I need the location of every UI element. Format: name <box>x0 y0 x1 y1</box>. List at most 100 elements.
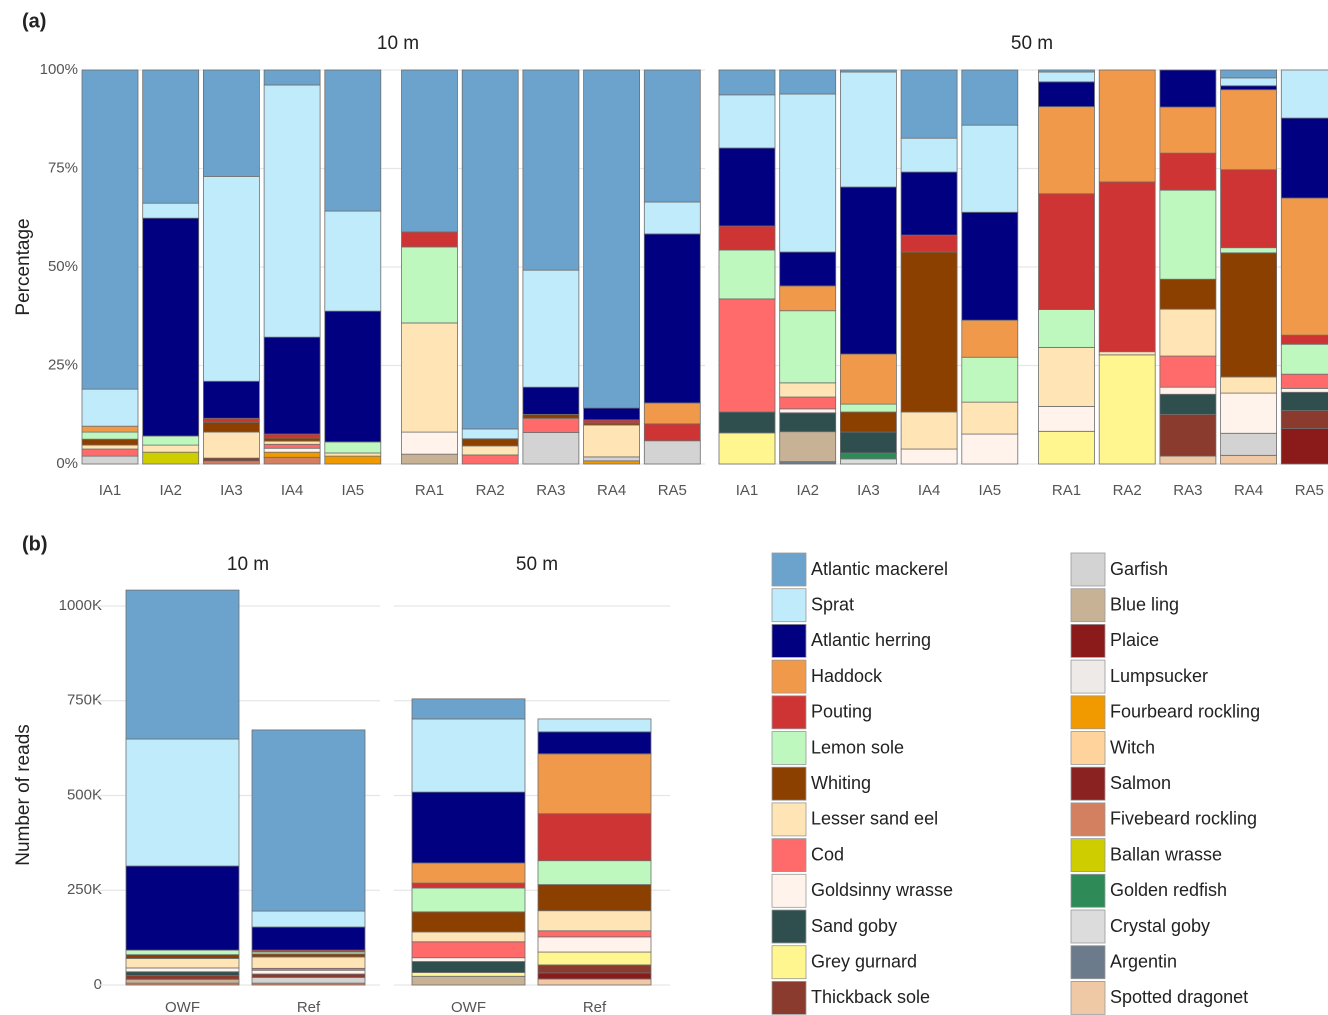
bar-segment <box>643 423 701 442</box>
bar-segment <box>779 310 837 384</box>
bar-segment <box>840 411 897 433</box>
bar-segment <box>263 437 321 442</box>
bar-segment <box>125 958 240 969</box>
bar-segment <box>1038 309 1095 348</box>
bar-segment <box>779 408 837 414</box>
bar-segment <box>583 407 640 421</box>
bar-segment <box>202 175 260 382</box>
bar-segment <box>142 202 200 219</box>
legend-label: Haddock <box>811 666 883 686</box>
bar-segment <box>202 69 260 177</box>
legend-swatch <box>1070 945 1106 980</box>
x-tick-label: IA1 <box>736 482 759 499</box>
bar-segment <box>537 731 652 755</box>
bar-segment <box>718 94 776 149</box>
bar-segment <box>1038 346 1095 407</box>
bar-segment <box>411 975 526 986</box>
bar-segment <box>900 171 958 236</box>
bar-segment <box>202 380 260 419</box>
legend-swatch <box>1070 802 1106 837</box>
bar-segment <box>718 69 776 96</box>
bar-segment <box>1220 85 1277 91</box>
legend-label: Grey gurnard <box>811 951 917 971</box>
legend-label: Argentin <box>1110 951 1177 971</box>
x-tick-label: IA3 <box>220 482 243 499</box>
bar-segment <box>1038 406 1095 432</box>
legend-label: Golden redfish <box>1110 880 1227 900</box>
y-tick-label: 100% <box>40 61 78 78</box>
bar-segment <box>840 452 897 460</box>
bar-segment <box>81 388 139 427</box>
y-tick-label: 25% <box>48 356 78 373</box>
bar-segment <box>1220 252 1277 378</box>
x-tick-label: IA5 <box>979 482 1002 499</box>
bar-segment <box>1220 454 1277 465</box>
x-tick-label: RA3 <box>1173 482 1202 499</box>
bar-segment <box>324 455 382 465</box>
bar-segment <box>643 201 701 235</box>
bar-segment <box>718 298 776 413</box>
legend-label: Goldsinny wrasse <box>811 880 953 900</box>
bar-segment <box>202 417 260 423</box>
panel-label: (b) <box>22 533 48 555</box>
x-tick-label: IA1 <box>99 482 122 499</box>
bar-segment <box>643 233 701 404</box>
bar-segment <box>779 69 837 95</box>
bar-segment <box>1159 189 1217 280</box>
bar-segment <box>401 246 458 324</box>
bar-segment <box>961 211 1019 321</box>
bar-segment <box>1159 393 1217 415</box>
bar-segment <box>411 941 526 959</box>
bar-segment <box>1220 432 1277 456</box>
bar-segment <box>779 285 837 312</box>
bar-segment <box>537 930 652 938</box>
legend-swatch <box>771 588 807 623</box>
facet-label: 10 m <box>227 554 269 575</box>
bar-segment <box>900 251 958 413</box>
bar-segment <box>1159 152 1217 191</box>
bar-segment <box>1280 410 1328 429</box>
bar-segment <box>537 813 652 862</box>
bar-segment <box>461 69 519 430</box>
bar-segment <box>263 433 321 439</box>
legend-label: Witch <box>1110 737 1155 757</box>
facet-label: 50 m <box>1011 33 1053 54</box>
bar-segment <box>1159 106 1217 154</box>
bar-segment <box>142 69 200 204</box>
bar-segment <box>125 967 240 973</box>
bar-segment <box>840 353 897 405</box>
bar-segment <box>1159 69 1217 108</box>
bar-segment <box>324 441 382 454</box>
x-tick-label: IA2 <box>159 482 182 499</box>
legend-label: Fourbeard rockling <box>1110 702 1260 722</box>
bar-segment <box>537 910 652 932</box>
legend-label: Fivebeard rockling <box>1110 809 1257 829</box>
legend-label: Blue ling <box>1110 594 1179 614</box>
bar-segment <box>263 84 321 338</box>
bar-segment <box>537 753 652 815</box>
bar-segment <box>1159 278 1217 310</box>
bar-segment <box>251 973 366 978</box>
legend-label: Atlantic mackerel <box>811 559 948 579</box>
bar-segment <box>125 949 240 956</box>
legend-swatch <box>771 552 807 587</box>
bar-segment <box>411 698 526 720</box>
bar-segment <box>411 882 526 889</box>
legend-label: Lesser sand eel <box>811 809 938 829</box>
facet-label: 10 m <box>377 33 419 54</box>
bar-segment <box>583 460 640 465</box>
bar-segment <box>1098 69 1156 183</box>
bar-segment <box>81 444 139 450</box>
x-tick-label: RA1 <box>1052 482 1081 499</box>
bar-segment <box>1280 197 1328 336</box>
x-tick-label: OWF <box>451 999 486 1015</box>
legend-swatch <box>771 909 807 944</box>
bar-segment <box>583 69 640 409</box>
bar-segment <box>202 460 260 465</box>
y-tick-label: 500K <box>67 786 102 803</box>
bar-segment <box>263 69 321 86</box>
bar-segment <box>1220 247 1277 254</box>
bar-segment <box>840 403 897 413</box>
bar-segment <box>324 452 382 457</box>
x-tick-label: Ref <box>583 999 607 1015</box>
